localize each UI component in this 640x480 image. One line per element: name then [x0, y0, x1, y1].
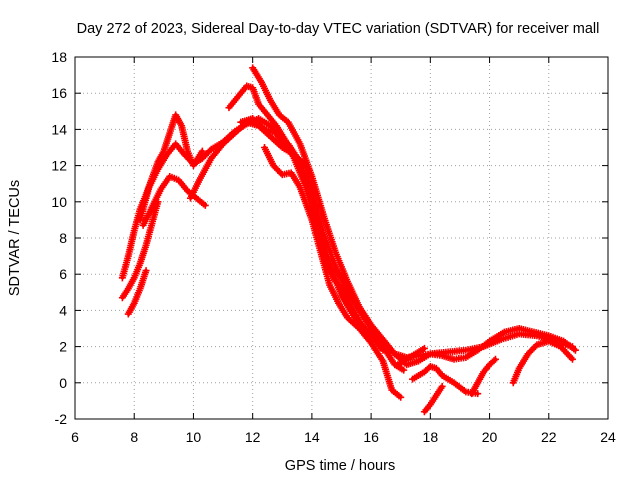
y-tick-label: 0 — [59, 375, 67, 391]
series-track-10 — [118, 198, 162, 302]
series-track-8 — [261, 144, 405, 401]
series-track-14 — [394, 344, 428, 369]
x-tick-label: 16 — [363, 429, 379, 445]
data-series — [118, 64, 579, 416]
plus-marker — [490, 357, 498, 365]
x-tick-label: 14 — [304, 429, 320, 445]
plus-marker — [277, 169, 285, 177]
plus-marker — [142, 267, 150, 275]
series-track-15 — [468, 355, 499, 398]
y-tick-label: 2 — [59, 339, 67, 355]
x-tick-label: 20 — [482, 429, 498, 445]
plus-marker — [474, 390, 482, 398]
plus-marker — [198, 147, 206, 155]
plus-marker — [400, 366, 408, 374]
y-tick-label: 14 — [51, 121, 67, 137]
plus-marker — [438, 382, 446, 390]
plus-marker — [201, 201, 209, 209]
y-tick-label: 18 — [51, 49, 67, 65]
plus-marker — [420, 344, 428, 352]
chart-title: Day 272 of 2023, Sidereal Day-to-day VTE… — [77, 21, 600, 37]
plus-marker — [397, 393, 405, 401]
plus-marker — [154, 198, 162, 206]
y-tick-label: 16 — [51, 85, 67, 101]
series-track-16 — [509, 337, 576, 387]
series-track-3 — [139, 172, 209, 229]
plus-marker — [571, 346, 579, 354]
x-tick-label: 24 — [600, 429, 616, 445]
x-axis-label: GPS time / hours — [285, 458, 395, 474]
y-tick-label: 10 — [51, 194, 67, 210]
y-tick-label: 8 — [59, 230, 67, 246]
y-tick-label: 12 — [51, 158, 67, 174]
x-tick-label: 10 — [186, 429, 202, 445]
series-track-13 — [420, 382, 446, 416]
plus-marker — [379, 346, 387, 354]
x-tick-label: 12 — [245, 429, 261, 445]
x-tick-label: 8 — [130, 429, 138, 445]
y-axis-label: SDTVAR / TECUs — [7, 180, 23, 296]
y-tick-label: -2 — [55, 411, 68, 427]
plus-marker — [568, 355, 576, 363]
plus-marker — [491, 355, 499, 363]
x-tick-label: 22 — [541, 429, 557, 445]
y-tick-label: 4 — [59, 302, 67, 318]
series-track-9 — [302, 162, 387, 354]
series-track-11 — [124, 267, 150, 318]
y-tick-label: 6 — [59, 266, 67, 282]
x-tick-label: 18 — [423, 429, 439, 445]
x-tick-label: 6 — [71, 429, 79, 445]
